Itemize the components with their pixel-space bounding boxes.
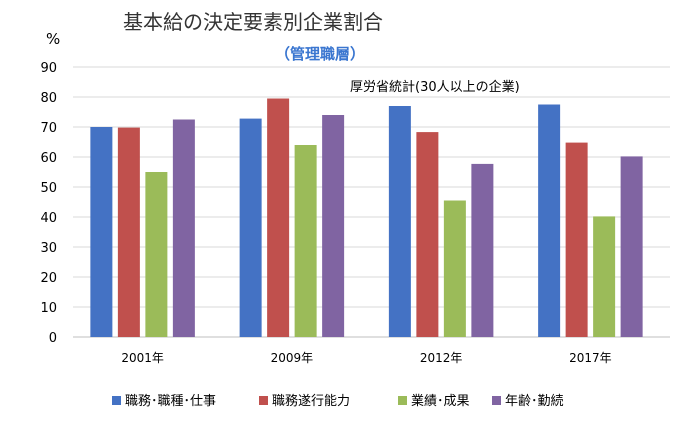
y-tick-label: 40 — [40, 211, 57, 226]
legend-item: 年齢･勤続 — [492, 394, 564, 409]
y-axis-unit-label: % — [46, 30, 60, 48]
legend: 職務･職種･仕事 職務遂行能力 業績･成果 年齢･勤続 — [112, 393, 564, 409]
y-tick-label: 60 — [40, 151, 57, 166]
bars — [90, 98, 643, 337]
bar-4-1 — [172, 119, 195, 337]
y-tick-label: 70 — [40, 121, 57, 136]
legend-swatch — [398, 396, 407, 405]
y-tick-label: 0 — [49, 331, 57, 346]
legend-label: 業績･成果 — [411, 393, 470, 409]
bar-3-3 — [443, 200, 466, 337]
legend-swatch — [112, 396, 121, 405]
bar-2-2 — [267, 98, 290, 337]
y-tick-label: 90 — [40, 61, 57, 76]
x-category-label: 2009年 — [271, 351, 314, 365]
gridlines — [73, 66, 670, 338]
bar-4-4 — [620, 156, 643, 337]
y-tick-label: 50 — [40, 181, 57, 196]
x-category-label: 2017年 — [569, 351, 612, 365]
legend-label: 職務遂行能力 — [272, 394, 350, 409]
bar-4-3 — [471, 163, 494, 337]
legend-swatch — [259, 396, 268, 405]
chart-title: 基本給の決定要素別企業割合 — [123, 10, 383, 34]
bar-2-4 — [565, 142, 588, 337]
legend-label: 職務･職種･仕事 — [125, 393, 216, 409]
y-tick-label: 20 — [40, 271, 57, 286]
legend-label: 年齢･勤続 — [505, 394, 564, 409]
legend-item: 業績･成果 — [398, 393, 470, 409]
bar-2-1 — [117, 127, 140, 337]
bar-1-4 — [538, 104, 561, 337]
x-category-label: 2001年 — [121, 351, 164, 365]
bar-1-1 — [90, 127, 113, 337]
x-category-label: 2012年 — [420, 351, 463, 365]
y-tick-label: 30 — [40, 241, 57, 256]
bar-3-2 — [294, 145, 317, 337]
bar-1-2 — [239, 118, 262, 337]
legend-item: 職務遂行能力 — [259, 394, 350, 409]
bar-3-4 — [593, 216, 616, 337]
legend-swatch — [492, 396, 501, 405]
y-axis-ticks: 0 10 20 30 40 50 60 70 80 90 — [40, 61, 57, 346]
source-note: 厚労省統計(30人以上の企業) — [350, 79, 520, 95]
x-axis-categories: 2001年 2009年 2012年 2017年 — [121, 351, 611, 365]
bar-1-3 — [388, 106, 411, 337]
y-tick-label: 10 — [40, 301, 57, 316]
bar-2-3 — [416, 132, 439, 337]
bar-3-1 — [145, 172, 168, 337]
chart-subtitle: （管理職層） — [275, 45, 365, 63]
bar-4-2 — [322, 115, 345, 337]
y-tick-label: 80 — [40, 91, 57, 106]
legend-item: 職務･職種･仕事 — [112, 393, 216, 409]
